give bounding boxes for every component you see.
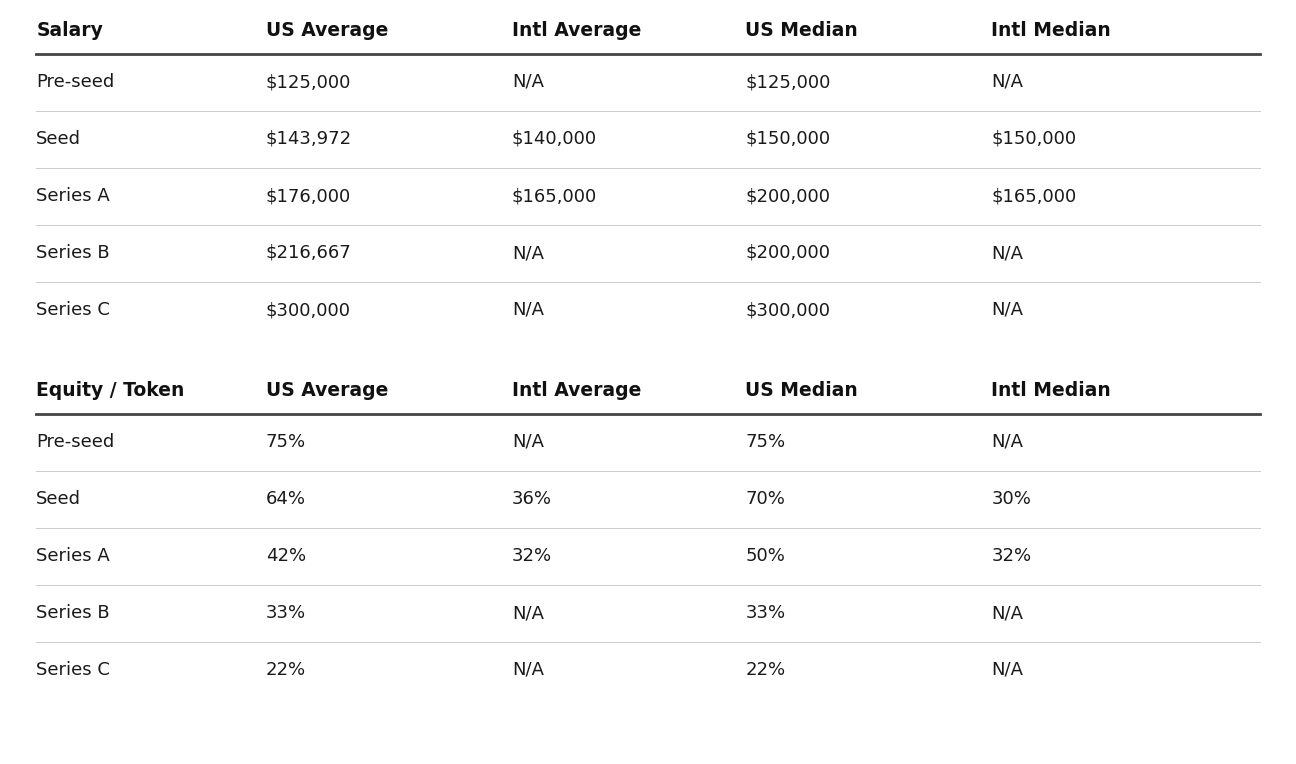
- Text: N/A: N/A: [512, 73, 544, 91]
- Text: N/A: N/A: [512, 433, 544, 451]
- Text: N/A: N/A: [991, 433, 1024, 451]
- Text: $176,000: $176,000: [266, 187, 351, 205]
- Text: $150,000: $150,000: [745, 130, 831, 148]
- Text: 33%: 33%: [745, 604, 785, 622]
- Text: 22%: 22%: [745, 661, 785, 679]
- Text: $140,000: $140,000: [512, 130, 597, 148]
- Text: US Average: US Average: [266, 21, 388, 40]
- Text: Series B: Series B: [36, 604, 110, 622]
- Text: US Median: US Median: [745, 21, 858, 40]
- Text: Pre-seed: Pre-seed: [36, 73, 114, 91]
- Text: US Average: US Average: [266, 380, 388, 400]
- Text: $165,000: $165,000: [991, 187, 1077, 205]
- Text: $200,000: $200,000: [745, 244, 831, 262]
- Text: $300,000: $300,000: [266, 301, 351, 319]
- Text: N/A: N/A: [991, 244, 1024, 262]
- Text: N/A: N/A: [991, 301, 1024, 319]
- Text: Series A: Series A: [36, 547, 110, 565]
- Text: 32%: 32%: [991, 547, 1032, 565]
- Text: $200,000: $200,000: [745, 187, 831, 205]
- Text: Intl Average: Intl Average: [512, 380, 642, 400]
- Text: 75%: 75%: [266, 433, 306, 451]
- Text: 64%: 64%: [266, 490, 306, 508]
- Text: N/A: N/A: [991, 661, 1024, 679]
- Text: $125,000: $125,000: [266, 73, 351, 91]
- Text: $300,000: $300,000: [745, 301, 831, 319]
- Text: $143,972: $143,972: [266, 130, 351, 148]
- Text: $150,000: $150,000: [991, 130, 1077, 148]
- Text: US Median: US Median: [745, 380, 858, 400]
- Text: 70%: 70%: [745, 490, 785, 508]
- Text: N/A: N/A: [512, 301, 544, 319]
- Text: Series C: Series C: [36, 301, 110, 319]
- Text: 36%: 36%: [512, 490, 552, 508]
- Text: 22%: 22%: [266, 661, 306, 679]
- Text: N/A: N/A: [991, 73, 1024, 91]
- Text: Intl Median: Intl Median: [991, 21, 1111, 40]
- Text: N/A: N/A: [991, 604, 1024, 622]
- Text: 50%: 50%: [745, 547, 785, 565]
- Text: Seed: Seed: [36, 130, 82, 148]
- Text: 33%: 33%: [266, 604, 306, 622]
- Text: Series B: Series B: [36, 244, 110, 262]
- Text: 30%: 30%: [991, 490, 1032, 508]
- Text: Pre-seed: Pre-seed: [36, 433, 114, 451]
- Text: Intl Median: Intl Median: [991, 380, 1111, 400]
- Text: N/A: N/A: [512, 661, 544, 679]
- Text: 75%: 75%: [745, 433, 785, 451]
- Text: Series A: Series A: [36, 187, 110, 205]
- Text: Equity / Token: Equity / Token: [36, 380, 184, 400]
- Text: N/A: N/A: [512, 604, 544, 622]
- Text: N/A: N/A: [512, 244, 544, 262]
- Text: 42%: 42%: [266, 547, 306, 565]
- Text: Series C: Series C: [36, 661, 110, 679]
- Text: Intl Average: Intl Average: [512, 21, 642, 40]
- Text: Seed: Seed: [36, 490, 82, 508]
- Text: $125,000: $125,000: [745, 73, 831, 91]
- Text: $165,000: $165,000: [512, 187, 597, 205]
- Text: Salary: Salary: [36, 21, 104, 40]
- Text: $216,667: $216,667: [266, 244, 351, 262]
- Text: 32%: 32%: [512, 547, 552, 565]
